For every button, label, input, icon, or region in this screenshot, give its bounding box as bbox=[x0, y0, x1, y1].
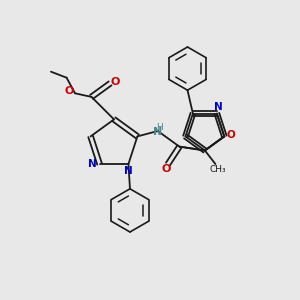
Text: O: O bbox=[65, 86, 74, 96]
Text: N: N bbox=[214, 102, 223, 112]
Text: H: H bbox=[157, 123, 163, 132]
Text: O: O bbox=[162, 164, 171, 174]
Text: N: N bbox=[153, 127, 162, 137]
Text: O: O bbox=[226, 130, 235, 140]
Text: N: N bbox=[124, 166, 133, 176]
Text: N: N bbox=[88, 159, 96, 169]
Text: CH₃: CH₃ bbox=[209, 165, 226, 174]
Text: O: O bbox=[111, 77, 120, 87]
